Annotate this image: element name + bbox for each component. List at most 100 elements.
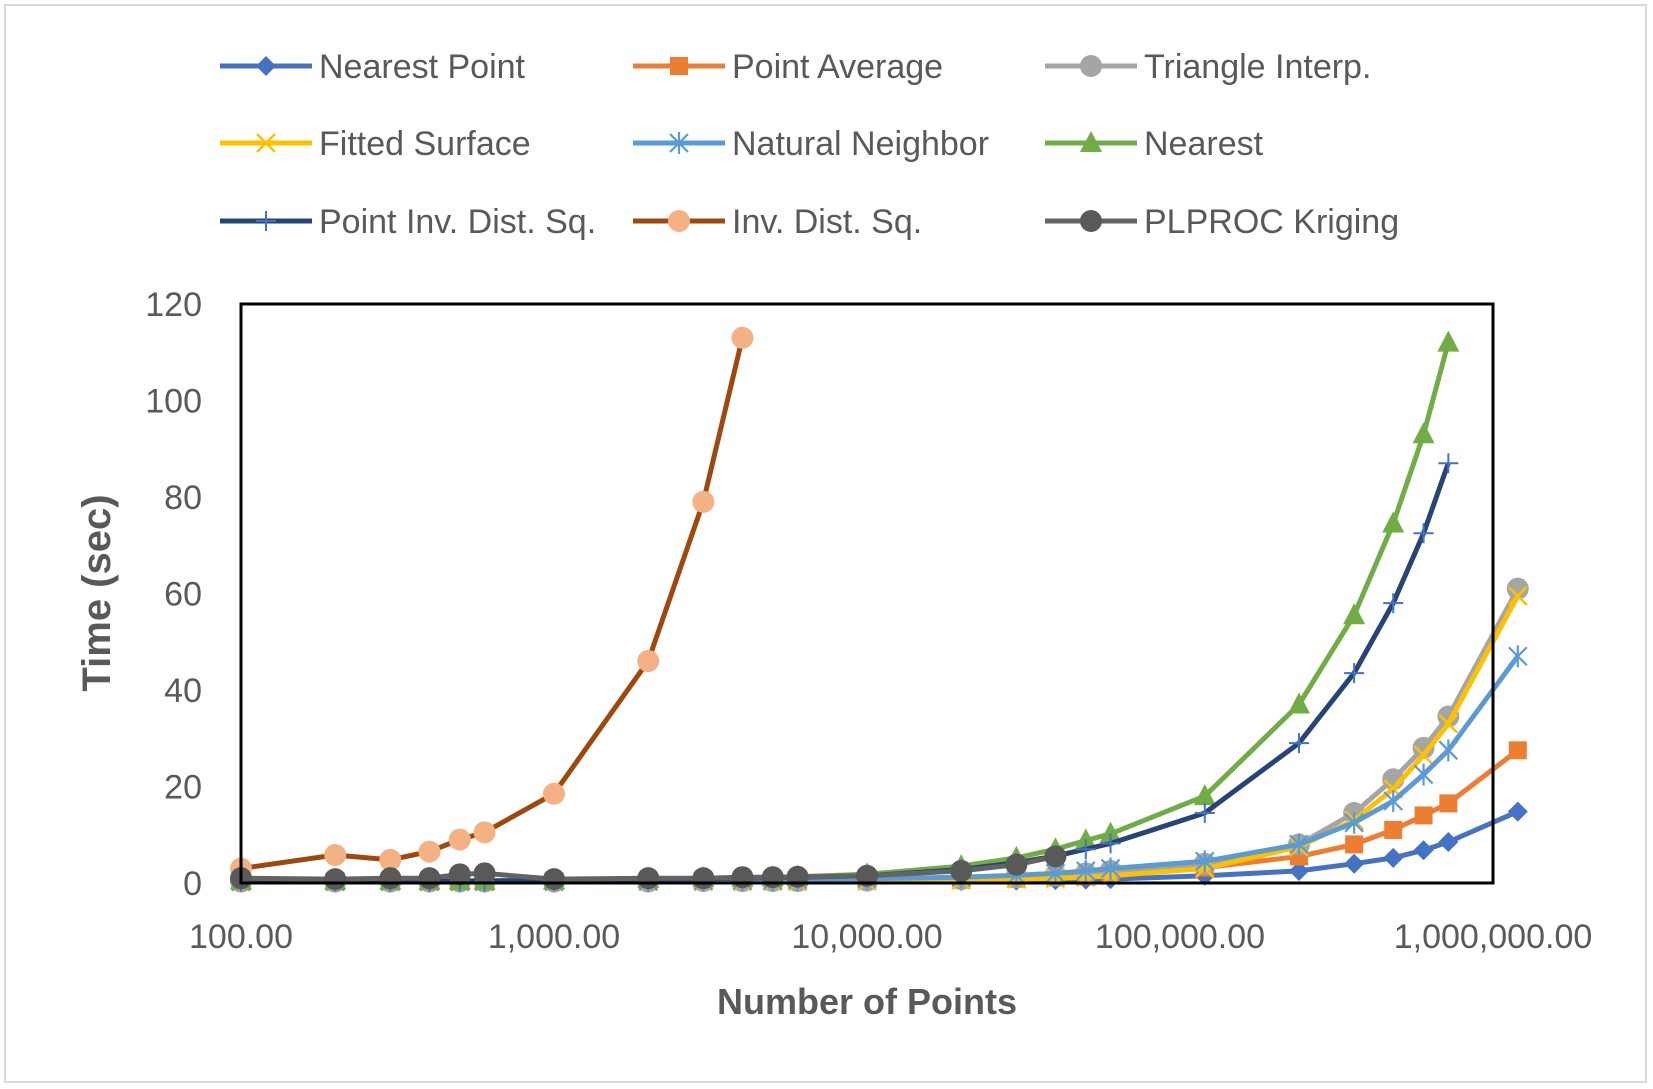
series-line-nearest bbox=[241, 341, 1451, 884]
series-point-inv-dist-sq bbox=[231, 453, 1459, 892]
legend-label: Triangle Interp. bbox=[1144, 48, 1371, 86]
y-tick-label: 80 bbox=[164, 479, 202, 517]
legend-swatch-marker bbox=[256, 133, 276, 153]
legend-swatch-marker bbox=[668, 210, 690, 232]
legend-item-point-average: Point Average bbox=[633, 48, 943, 86]
legend-swatch-marker bbox=[1080, 131, 1102, 152]
legend-label: Fitted Surface bbox=[319, 125, 531, 163]
data-point-inv-dist-sq bbox=[731, 326, 754, 349]
data-point-point-average bbox=[1384, 820, 1403, 839]
data-point-natural-neighbor bbox=[1195, 850, 1215, 873]
data-point-plproc-kriging bbox=[473, 862, 496, 885]
series-line-triangle-interp bbox=[241, 587, 1520, 885]
data-point-point-inv-dist-sq bbox=[1075, 839, 1096, 860]
data-point-natural-neighbor bbox=[1383, 789, 1404, 812]
legend-item-nearest: Nearest bbox=[1045, 125, 1264, 163]
y-tick-label: 0 bbox=[183, 865, 202, 903]
y-axis-title: Time (sec) bbox=[75, 494, 119, 691]
series-nearest bbox=[230, 330, 1460, 890]
legend-label: PLPROC Kriging bbox=[1144, 203, 1399, 241]
data-point-natural-neighbor bbox=[1438, 739, 1459, 762]
legend-item-plproc-kriging: PLPROC Kriging bbox=[1045, 203, 1399, 241]
legend-label: Nearest Point bbox=[319, 48, 526, 86]
x-tick-label: 100.00 bbox=[189, 918, 293, 956]
data-point-nearest-point bbox=[1507, 801, 1528, 822]
data-point-inv-dist-sq bbox=[637, 650, 660, 673]
data-point-plproc-kriging bbox=[324, 868, 347, 891]
legend-item-triangle-interp: Triangle Interp. bbox=[1045, 48, 1371, 86]
legend: Nearest Point Point Average Triangle Inter… bbox=[220, 48, 1399, 241]
x-tick-label: 1,000,000.00 bbox=[1394, 918, 1593, 956]
legend-label: Point Inv. Dist. Sq. bbox=[319, 203, 596, 241]
data-point-natural-neighbor bbox=[1508, 645, 1528, 668]
data-point-inv-dist-sq bbox=[379, 848, 402, 871]
data-point-plproc-kriging bbox=[731, 866, 754, 889]
data-point-plproc-kriging bbox=[1005, 853, 1028, 876]
data-point-fitted-surface bbox=[1507, 586, 1528, 606]
x-tick-label: 1,000.00 bbox=[488, 918, 620, 956]
data-point-nearest bbox=[1382, 511, 1405, 533]
data-point-natural-neighbor bbox=[1344, 811, 1364, 834]
y-tick-label: 100 bbox=[145, 383, 202, 421]
data-point-inv-dist-sq bbox=[324, 844, 347, 867]
data-point-nearest bbox=[1099, 821, 1122, 843]
series-line-inv-dist-sq bbox=[240, 337, 745, 871]
data-point-nearest bbox=[1074, 828, 1097, 850]
data-point-inv-dist-sq bbox=[448, 828, 471, 851]
data-point-point-inv-dist-sq bbox=[1413, 523, 1434, 544]
series-layer bbox=[230, 326, 1529, 893]
data-point-plproc-kriging bbox=[950, 859, 973, 882]
data-point-plproc-kriging bbox=[543, 868, 565, 891]
data-point-fitted-surface bbox=[1413, 745, 1434, 766]
data-point-point-average bbox=[1345, 835, 1364, 854]
legend-swatch-marker bbox=[1080, 55, 1102, 77]
data-point-point-average bbox=[1508, 741, 1527, 760]
x-axis-title: Number of Points bbox=[717, 981, 1017, 1022]
data-point-inv-dist-sq bbox=[473, 821, 496, 844]
series-inv-dist-sq bbox=[230, 326, 754, 880]
data-point-plproc-kriging bbox=[448, 863, 471, 886]
legend-item-inv-dist-sq: Inv. Dist. Sq. bbox=[633, 203, 922, 241]
legend-item-natural-neighbor: Natural Neighbor bbox=[633, 125, 989, 163]
data-point-plproc-kriging bbox=[1044, 845, 1067, 868]
legend-swatch-marker bbox=[256, 56, 276, 76]
y-axis-tick-labels: 0 20 40 60 80 100 120 bbox=[145, 286, 202, 903]
legend-swatch-marker bbox=[669, 132, 689, 154]
data-point-natural-neighbor bbox=[1289, 833, 1309, 856]
legend-item-point-inv-dist-sq: Point Inv. Dist. Sq. bbox=[220, 203, 596, 241]
data-point-nearest-point bbox=[1383, 847, 1404, 868]
data-point-nearest-point bbox=[1344, 853, 1365, 874]
data-point-point-inv-dist-sq bbox=[1289, 733, 1310, 754]
series-line-plproc-kriging bbox=[240, 854, 1056, 882]
data-point-nearest bbox=[1437, 330, 1460, 352]
data-point-natural-neighbor bbox=[1413, 763, 1434, 786]
series-line-fitted-surface bbox=[241, 594, 1520, 885]
data-point-point-inv-dist-sq bbox=[1438, 453, 1459, 474]
data-point-nearest-point bbox=[1438, 831, 1459, 852]
data-point-point-inv-dist-sq bbox=[1100, 833, 1121, 854]
data-point-plproc-kriging bbox=[637, 867, 660, 890]
data-point-inv-dist-sq bbox=[692, 490, 715, 513]
data-point-point-inv-dist-sq bbox=[1344, 663, 1365, 684]
data-point-nearest-point bbox=[1413, 840, 1434, 861]
legend-label: Inv. Dist. Sq. bbox=[732, 203, 922, 241]
data-point-plproc-kriging bbox=[761, 866, 784, 889]
data-point-natural-neighbor bbox=[1076, 859, 1096, 882]
series-line-point-inv-dist-sq bbox=[241, 462, 1451, 884]
x-tick-label: 10,000.00 bbox=[791, 918, 942, 956]
data-point-plproc-kriging bbox=[379, 867, 402, 890]
data-point-nearest bbox=[1193, 784, 1216, 806]
legend-label: Natural Neighbor bbox=[732, 125, 989, 163]
data-point-point-inv-dist-sq bbox=[1194, 803, 1215, 824]
data-point-plproc-kriging bbox=[692, 867, 715, 890]
data-point-nearest-point bbox=[1289, 860, 1310, 881]
data-point-natural-neighbor bbox=[1100, 857, 1121, 880]
legend-item-fitted-surface: Fitted Surface bbox=[220, 125, 531, 163]
x-tick-label: 100,000.00 bbox=[1095, 918, 1265, 956]
data-point-plproc-kriging bbox=[418, 867, 441, 890]
data-point-inv-dist-sq bbox=[418, 840, 441, 863]
data-point-point-inv-dist-sq bbox=[1383, 593, 1404, 614]
y-tick-label: 20 bbox=[164, 769, 202, 807]
chart-frame bbox=[4, 4, 1647, 1083]
y-tick-label: 40 bbox=[164, 672, 202, 710]
